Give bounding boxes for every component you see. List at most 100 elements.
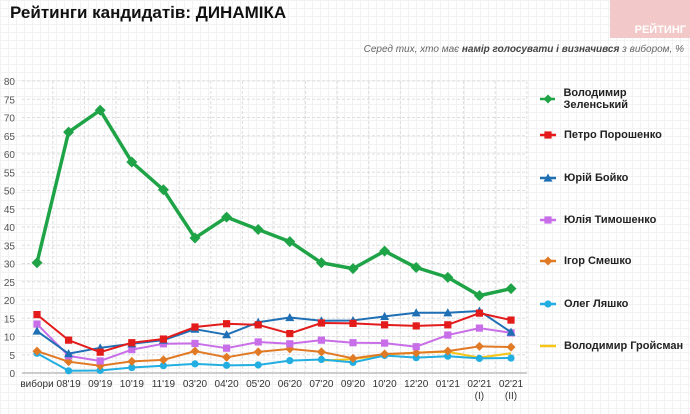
brand-logo: РЕЙТИНГ [610, 0, 690, 38]
data-point [158, 355, 168, 365]
data-point [191, 339, 199, 348]
data-point [32, 326, 42, 335]
legend-item: Юрій Бойко [540, 172, 628, 184]
x-tick-label: 12'20 [404, 379, 429, 390]
y-tick-label: 80 [4, 77, 16, 88]
x-tick-label: 10'20 [373, 379, 398, 390]
data-point [223, 361, 231, 369]
data-point [159, 362, 167, 370]
data-point [507, 316, 515, 324]
y-tick-label: 50 [4, 187, 16, 198]
x-tick-label: 03'20 [183, 379, 208, 390]
data-point [33, 320, 41, 328]
chart-title: Рейтинги кандидатів: ДИНАМІКА [10, 3, 287, 22]
data-point [381, 339, 389, 347]
x-tick-label: 04'20 [215, 379, 240, 390]
legend-marker [544, 131, 552, 139]
legend-marker [544, 300, 552, 308]
data-point [96, 366, 104, 375]
y-tick-label: 75 [4, 95, 16, 106]
data-point [254, 321, 262, 329]
legend-swatch-icon [540, 173, 556, 182]
x-tick-label: 07'20 [309, 379, 334, 390]
data-point [379, 245, 391, 257]
data-point [127, 356, 137, 366]
data-point [443, 308, 453, 317]
data-point [191, 323, 199, 331]
legend-swatch-icon [540, 131, 556, 139]
legend-swatch-icon [540, 256, 556, 266]
data-point [443, 346, 453, 356]
y-tick-label: 25 [4, 278, 16, 289]
legend-label: Олег Ляшко [564, 298, 629, 310]
data-point [410, 262, 422, 274]
data-point [317, 355, 325, 364]
x-tick-label: 02'21 (I) [467, 379, 492, 402]
y-tick-label: 45 [4, 205, 16, 216]
y-tick-label: 55 [4, 168, 16, 179]
legend-item: Юлія Тимошенко [540, 214, 656, 226]
data-point [507, 354, 515, 362]
y-tick-label: 0 [9, 369, 15, 380]
x-tick-label: 11'19 [152, 379, 176, 390]
data-point [380, 311, 390, 321]
x-tick-label: вибори [20, 378, 53, 390]
data-point [33, 311, 41, 319]
subtitle-bold: намір голосувати і визначився [461, 44, 620, 55]
data-point [128, 339, 136, 347]
data-point [506, 327, 516, 336]
y-tick-label: 5 [9, 351, 15, 362]
data-point [381, 321, 389, 329]
data-point [348, 353, 358, 363]
series-line [36, 352, 512, 372]
brand-logo-text: РЕЙТИНГ [634, 24, 686, 36]
data-point [347, 263, 359, 275]
data-point [444, 321, 452, 329]
data-point [473, 290, 485, 302]
legend-item: Олег Ляшко [540, 298, 628, 310]
legend-item: Володимир Зеленський [540, 87, 690, 111]
data-point [475, 309, 483, 317]
y-tick-label: 35 [4, 241, 16, 252]
data-point [157, 184, 169, 196]
series-line [36, 312, 512, 354]
data-point [254, 338, 262, 346]
data-point [411, 308, 421, 317]
legend-swatch-icon [540, 94, 556, 104]
series-line [36, 323, 512, 362]
data-point [475, 324, 483, 332]
data-point [412, 322, 420, 330]
data-point [65, 336, 73, 344]
legend-marker [543, 256, 553, 266]
y-tick-label: 10 [4, 333, 16, 344]
legend-label: Володимир Гройсман [564, 340, 684, 352]
x-tick-label: 09'20 [341, 379, 366, 390]
data-point [506, 342, 516, 352]
y-tick-label: 65 [4, 132, 16, 143]
data-point [286, 329, 294, 338]
y-tick-label: 30 [4, 260, 16, 271]
data-point [94, 104, 106, 116]
chart-subtitle: Серед тих, хто має намір голосувати і ви… [364, 44, 684, 55]
data-point [285, 313, 295, 322]
series-line [35, 108, 512, 298]
y-tick-label: 70 [4, 114, 16, 125]
legend-label: Володимир Зеленський [563, 87, 629, 111]
series-line [36, 345, 512, 367]
legend-label: Ігор Смешко [564, 255, 632, 267]
data-point [159, 335, 167, 343]
data-point [223, 344, 231, 352]
subtitle-text: Серед тих, хто має [363, 44, 462, 55]
data-point [252, 224, 264, 236]
legend-item: Володимир Гройсман [540, 340, 683, 352]
data-point [126, 156, 138, 168]
data-point [190, 346, 200, 356]
data-point [505, 283, 517, 295]
x-tick-label: 02'21 (II) [499, 379, 524, 402]
data-point [411, 348, 421, 358]
legend-marker [544, 216, 552, 224]
data-point [31, 257, 43, 269]
data-point [316, 347, 326, 357]
data-point [221, 211, 233, 223]
data-point [128, 346, 136, 354]
